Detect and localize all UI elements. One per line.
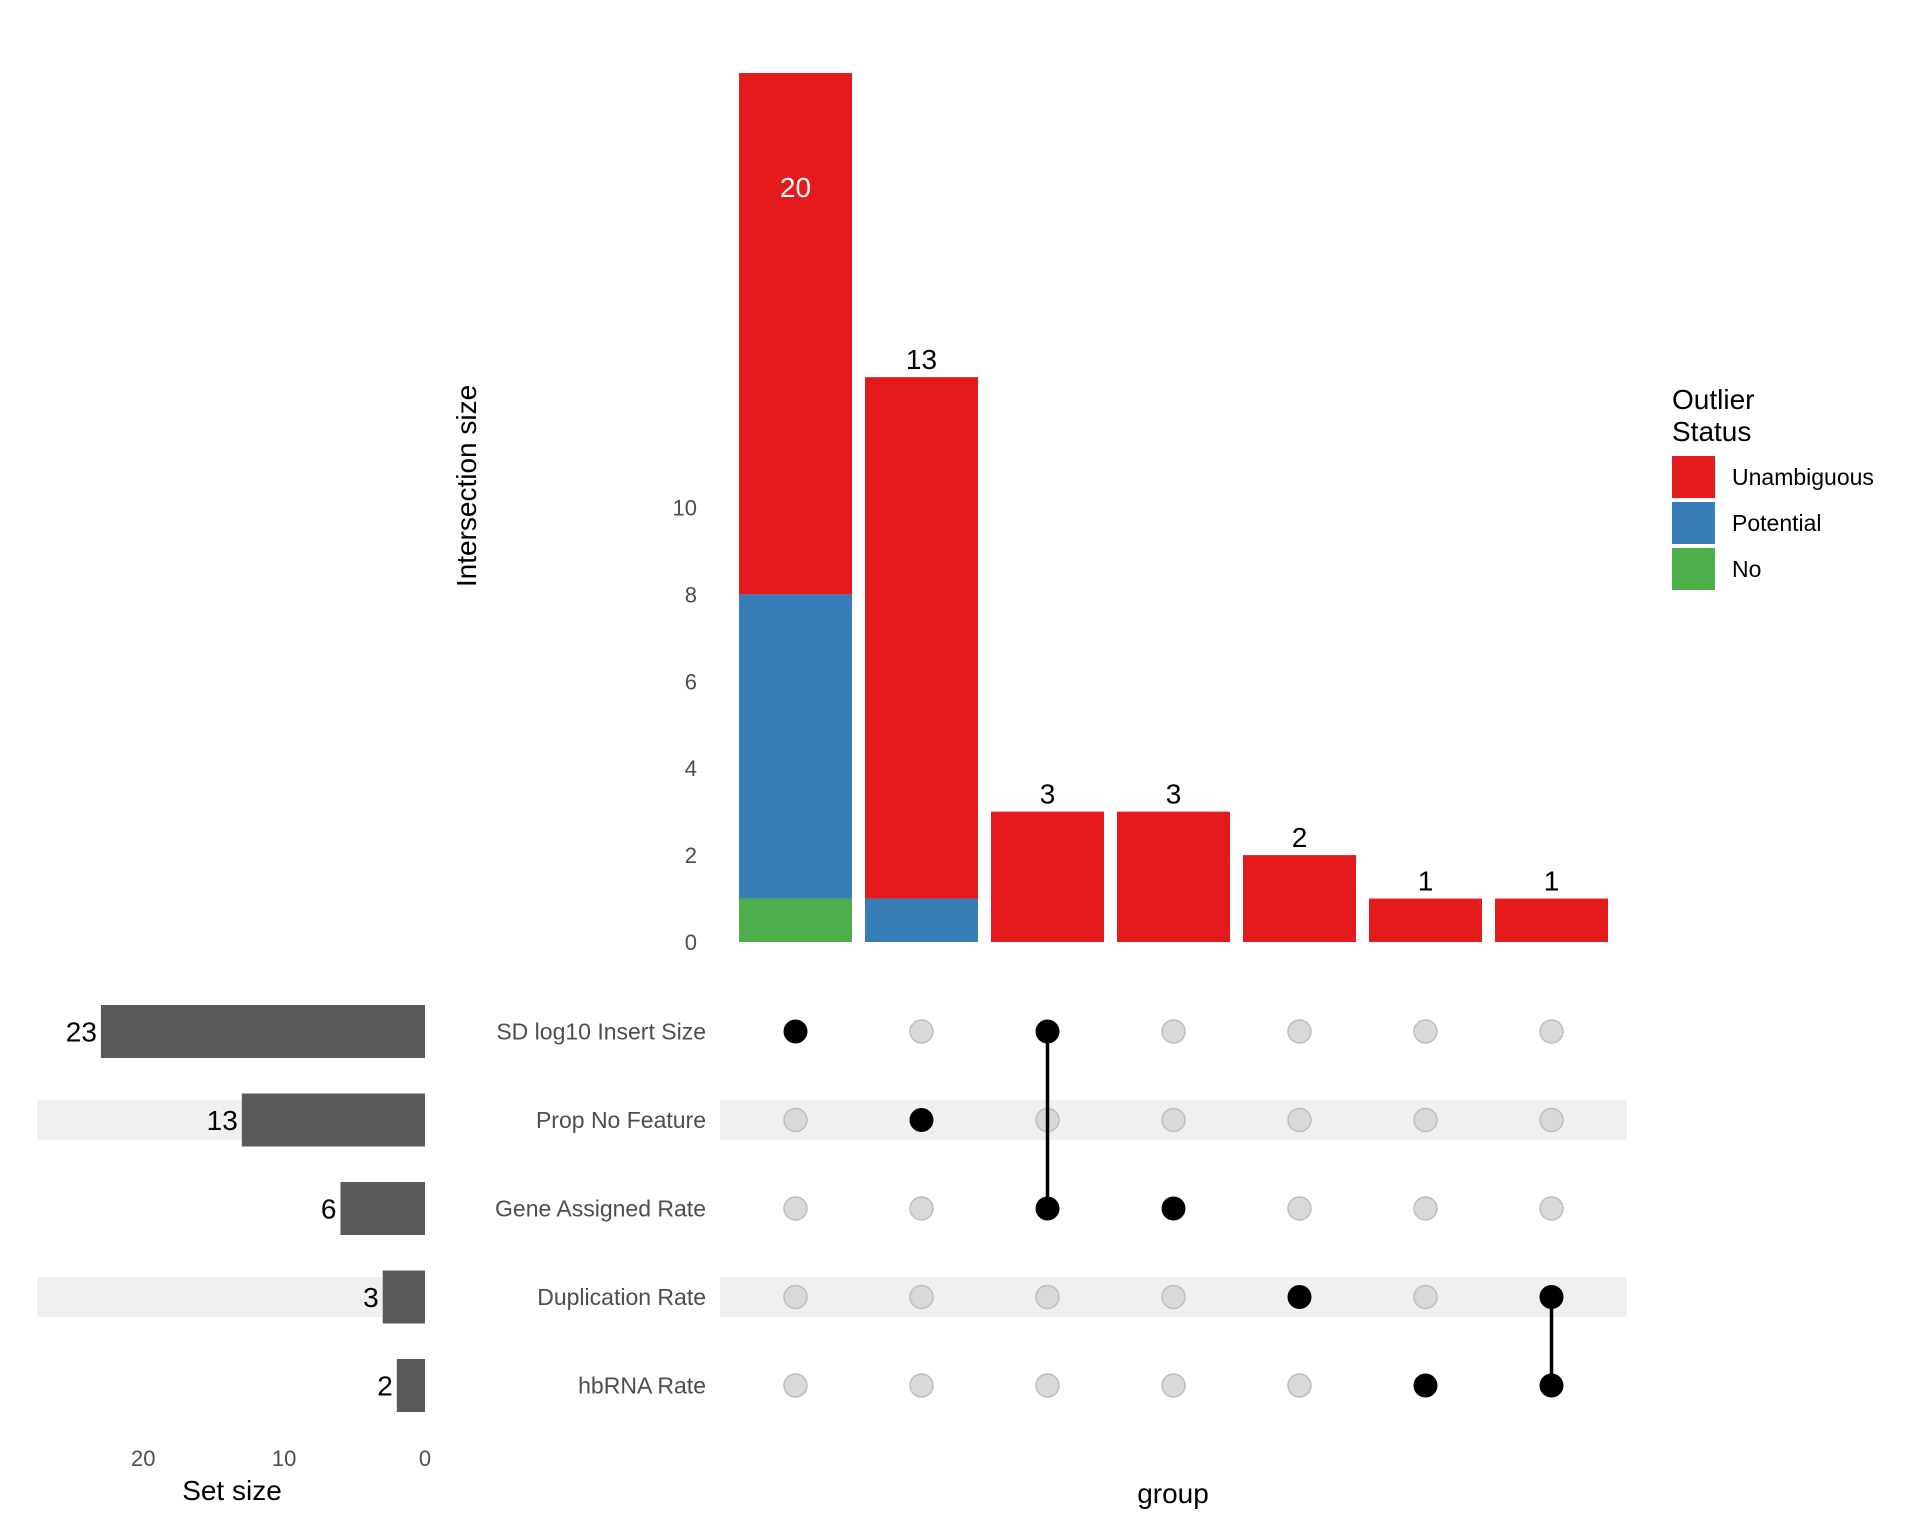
matrix-dot-inactive [1413,1196,1438,1221]
intersection-bar-segment-unambiguous [1369,898,1482,942]
y-tick-label: 2 [685,843,697,868]
matrix-dot-inactive [1161,1373,1186,1398]
intersection-bar-label: 3 [1040,779,1056,810]
set-size-tick-label: 10 [272,1446,296,1471]
set-size-bar [396,1359,425,1412]
matrix-dot-inactive [1413,1284,1438,1310]
set-name-labels: SD log10 Insert Size Prop No Feature Gene … [495,1019,706,1399]
set-size-bar [382,1270,425,1324]
matrix-dot-active [1539,1285,1564,1309]
legend-label: Potential [1732,510,1822,536]
set-size-value-label: 2 [377,1371,393,1402]
intersection-bar-labels: 20 13 3 3 2 1 1 [780,172,1559,897]
set-size-value-label: 3 [363,1282,379,1313]
matrix-dot-inactive [1539,1196,1564,1221]
set-name-label: Prop No Feature [536,1107,706,1133]
matrix-dot-inactive [1161,1107,1186,1133]
legend-label: Unambiguous [1732,464,1874,490]
matrix-dot-inactive [783,1373,808,1398]
matrix-dot-inactive [1287,1373,1312,1398]
set-size-bar [340,1182,425,1235]
intersection-bar-segment-potential [739,594,852,899]
legend-title-line-1: Outlier [1672,384,1754,415]
set-size-bar [100,1005,426,1058]
y-tick-label: 6 [685,669,697,694]
matrix-dot-active [783,1019,808,1044]
x-axis-title: group [1137,1478,1209,1509]
intersection-bar-segment-unambiguous [739,73,852,595]
set-size-bar [241,1093,425,1147]
set-name-label: Duplication Rate [537,1284,706,1310]
legend-swatch-no [1672,548,1715,590]
set-row-stripe [37,1277,425,1317]
intersection-bar-segment-unambiguous [1495,898,1608,942]
set-size-tick-label: 0 [419,1446,431,1471]
matrix-dot-inactive [1287,1196,1312,1221]
intersection-bar-segment-unambiguous [991,811,1104,942]
matrix-dot-inactive [1035,1284,1060,1310]
intersection-bar-segment-no [739,898,852,942]
set-size-tick-label: 20 [131,1446,155,1471]
legend-label: No [1732,556,1761,582]
y-axis-ticks: 0 2 4 6 8 10 [673,496,697,956]
matrix-dot-inactive [909,1284,934,1310]
set-size-bars [100,1005,426,1412]
matrix-dot-inactive [1035,1373,1060,1398]
matrix-dot-inactive [1161,1284,1186,1310]
intersection-bar-label: 1 [1544,866,1560,897]
matrix-dot-active [1035,1196,1060,1221]
matrix-dot-active [1161,1196,1186,1221]
set-name-label: SD log10 Insert Size [496,1019,706,1045]
matrix-dot-inactive [909,1373,934,1398]
set-name-label: Gene Assigned Rate [495,1196,706,1222]
intersection-bar-label: 13 [906,344,937,375]
intersection-bar-segment-potential [865,898,978,942]
set-size-axis-title: Set size [182,1475,282,1506]
y-tick-label: 8 [685,582,697,607]
set-size-value-label: 6 [321,1194,337,1225]
intersection-bar-segment-unambiguous [1117,811,1230,942]
matrix-dot-inactive [909,1196,934,1221]
y-tick-label: 4 [685,756,697,781]
intersection-bar-label: 3 [1166,779,1182,810]
legend: Outlier Status Unambiguous Potential No [1672,384,1874,590]
matrix-dot-inactive [1413,1019,1438,1044]
set-name-label: hbRNA Rate [578,1373,706,1399]
matrix-dot-inactive [783,1196,808,1221]
intersection-bar-segment-unambiguous [1243,855,1356,942]
matrix-dot-active [1035,1019,1060,1044]
intersection-bar-label: 1 [1418,866,1434,897]
intersection-bar-label: 20 [780,172,811,203]
set-size-value-label: 23 [66,1017,97,1048]
legend-items: Unambiguous Potential No [1672,456,1874,590]
intersection-bar-segment-unambiguous [865,377,978,899]
matrix-dot-inactive [1539,1019,1564,1044]
y-axis-title: Intersection size [451,385,482,587]
intersection-bar-label: 2 [1292,822,1308,853]
intersection-bars [739,73,1608,942]
legend-swatch-unambiguous [1672,456,1715,498]
matrix-dot-inactive [1161,1019,1186,1044]
matrix-dot-inactive [1287,1019,1312,1044]
legend-swatch-potential [1672,502,1715,544]
matrix-dot-inactive [1287,1107,1312,1133]
matrix-dot-active [1287,1285,1312,1309]
matrix-dot-inactive [783,1107,808,1133]
set-size-axis-ticks: 20 10 0 [131,1446,431,1471]
y-tick-label: 10 [673,496,697,521]
set-size-value-label: 13 [207,1105,238,1136]
matrix-dot-inactive [1539,1107,1564,1133]
matrix-dot-inactive [783,1284,808,1310]
intersection-matrix [783,1019,1564,1398]
matrix-dot-inactive [1413,1107,1438,1133]
matrix-dot-active [909,1108,934,1132]
matrix-dot-inactive [909,1019,934,1044]
y-tick-label: 0 [685,930,697,955]
matrix-dot-active [1413,1373,1438,1398]
set-size-value-labels: 23 13 6 3 2 [66,1017,393,1402]
matrix-dot-active [1539,1373,1564,1398]
legend-title-line-2: Status [1672,416,1751,447]
